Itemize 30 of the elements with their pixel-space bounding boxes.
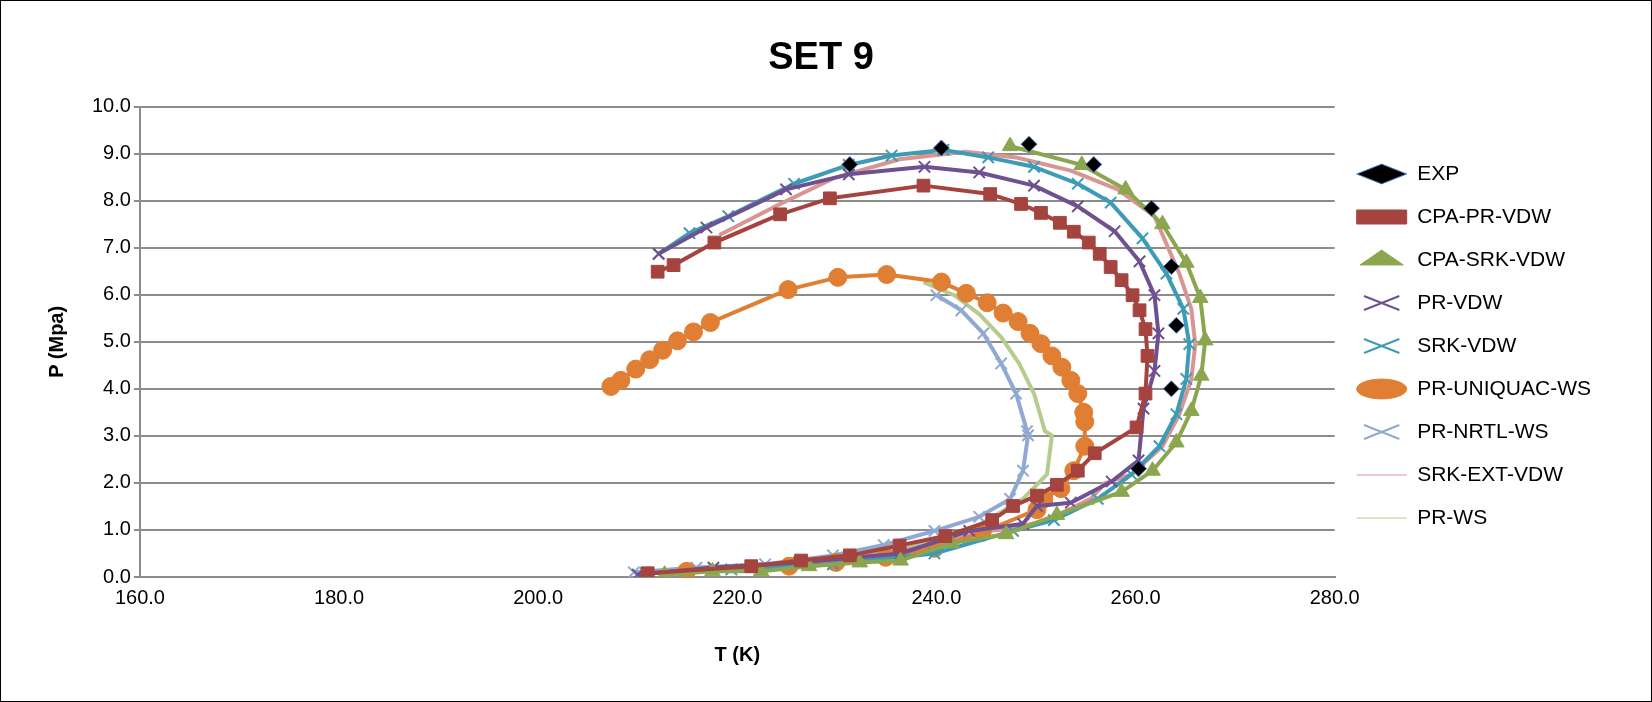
x-tick-label: 180.0 <box>314 585 365 608</box>
y-tick-label: 5.0 <box>103 329 131 352</box>
y-tick-label: 9.0 <box>103 141 131 164</box>
x-tick-label: 220.0 <box>712 585 763 608</box>
x-tick-label: 260.0 <box>1110 585 1161 608</box>
chart-title: SET 9 <box>768 35 874 78</box>
legend-label: PR-VDW <box>1417 289 1503 313</box>
y-tick-label: 0.0 <box>103 564 131 587</box>
legend-label: PR-UNIQUAC-WS <box>1417 375 1591 399</box>
legend-label: PR-WS <box>1417 504 1488 528</box>
y-tick-label: 8.0 <box>103 188 131 211</box>
legend-label: SRK-VDW <box>1417 332 1517 356</box>
y-tick-label: 6.0 <box>103 282 131 305</box>
x-tick-label: 240.0 <box>911 585 962 608</box>
y-tick-label: 1.0 <box>103 517 131 540</box>
y-tick-label: 7.0 <box>103 235 131 258</box>
x-axis-title: T (K) <box>714 642 761 665</box>
x-tick-label: 160.0 <box>114 585 165 608</box>
legend-label: PR-NRTL-WS <box>1417 418 1549 442</box>
y-tick-label: 3.0 <box>103 423 131 446</box>
legend-label: CPA-PR-VDW <box>1417 203 1552 227</box>
legend-label: EXP <box>1417 160 1460 184</box>
x-tick-label: 200.0 <box>513 585 564 608</box>
legend-label: CPA-SRK-VDW <box>1417 246 1566 270</box>
y-tick-label: 10.0 <box>91 94 131 117</box>
y-tick-label: 2.0 <box>103 470 131 493</box>
y-tick-label: 4.0 <box>103 376 131 399</box>
legend-label: SRK-EXT-VDW <box>1417 461 1564 485</box>
x-tick-label: 280.0 <box>1309 585 1360 608</box>
y-axis-title: P (Mpa) <box>44 305 67 378</box>
